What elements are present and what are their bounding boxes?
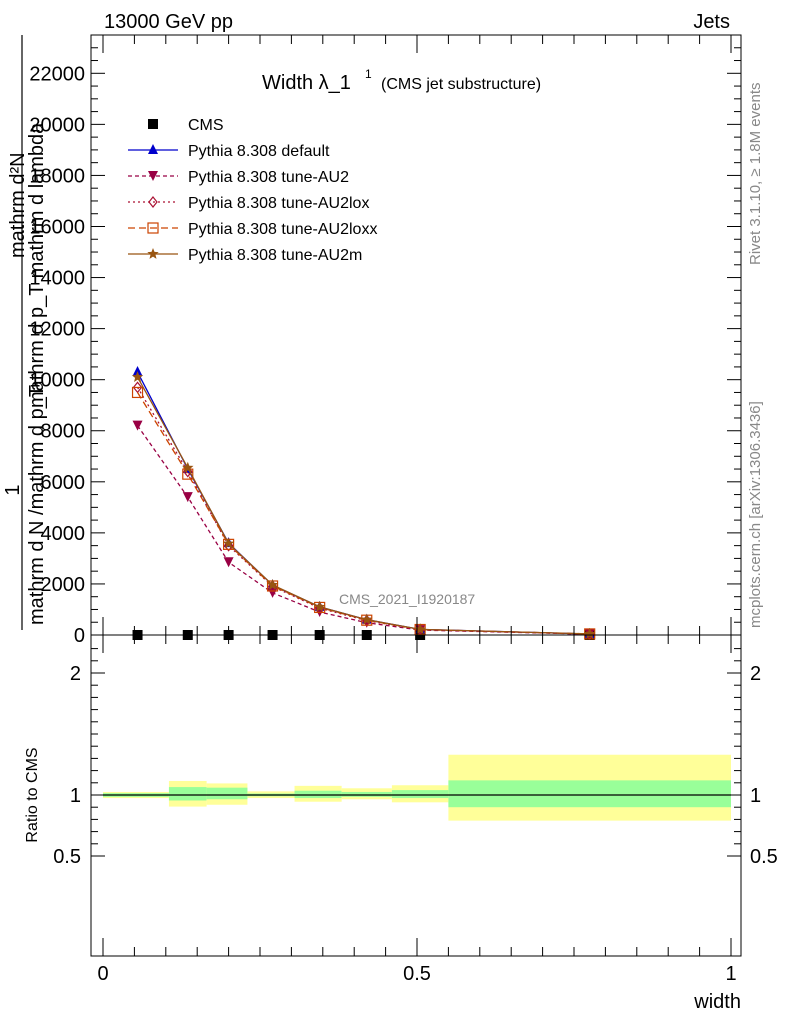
legend-entry-label: Pythia 8.308 tune-AU2lox: [188, 195, 369, 212]
legend-marker: [148, 144, 158, 154]
ratio-y-axis: 0.5 0.5 1 1 2 2: [53, 648, 778, 868]
plot-subtitle: (CMS jet substructure): [381, 76, 541, 93]
header-process: Jets: [693, 11, 730, 33]
data-point: [266, 579, 279, 590]
data-point: [182, 461, 194, 473]
ratio-y-tick-label-right: 2: [750, 663, 761, 685]
main-y-tick-label: 16000: [29, 216, 85, 238]
legend-marker: [148, 119, 158, 129]
data-point: [223, 557, 234, 568]
ratio-stat-band: [341, 791, 392, 797]
ratio-stat-band: [168, 787, 207, 801]
legend-marker: [148, 196, 158, 208]
plot-title-superscript: 1: [365, 67, 372, 81]
x-axis-label: width: [693, 991, 741, 1013]
legend: CMS Pythia 8.308 default Pythia 8.308 tune…: [128, 117, 377, 264]
main-y-tick-label: 6000: [41, 472, 86, 494]
main-x-ticks: [102, 35, 732, 635]
ratio-y-label: Ratio to CMS: [24, 747, 41, 842]
data-point: [131, 386, 144, 399]
ratio-x-tick-label: 1: [725, 963, 736, 985]
mcplots-label: mcplots.cern.ch [arXiv:1306.3436]: [747, 401, 764, 628]
ratio-stat-band: [294, 790, 342, 799]
data-point: [222, 537, 235, 549]
ratio-y-tick-label-right: 0.5: [750, 846, 778, 868]
analysis-watermark: CMS_2021_I1920187: [339, 591, 475, 607]
main-y-tick-label: 0: [74, 625, 85, 647]
data-point: [132, 381, 143, 394]
series-5: [131, 371, 596, 639]
ylabel-d2n: mathrm d²N: [7, 152, 29, 258]
data-point: [132, 366, 143, 377]
ratio-y-tick-label: 2: [70, 663, 81, 685]
ratio-y-tick-label-right: 1: [750, 785, 761, 807]
main-y-tick-label: 4000: [41, 523, 86, 545]
ratio-stat-band: [206, 787, 248, 800]
header-energy: 13000 GeV pp: [104, 11, 233, 33]
main-y-tick-label: 10000: [29, 370, 85, 392]
main-y-tick-label: 20000: [29, 114, 85, 136]
data-point: [414, 623, 426, 635]
ratio-x-axis: 0 0.5 1: [97, 635, 737, 985]
ylabel-denominator: mathrm d N /mathrm d p_T: [26, 385, 48, 625]
data-point: [131, 371, 144, 382]
ratio-x-tick-label: 0: [97, 963, 108, 985]
plot-title: Width λ_1: [262, 72, 351, 94]
ratio-y-tick-label: 1: [70, 785, 81, 807]
main-y-tick-label: 14000: [29, 268, 85, 290]
main-y-tick-label: 18000: [29, 165, 85, 187]
main-y-tick-label: 8000: [41, 421, 86, 443]
ylabel-numerator: 1: [2, 484, 24, 495]
legend-entry-label: Pythia 8.308 default: [188, 143, 330, 160]
series-line: [136, 425, 590, 635]
ratio-y-tick-label: 0.5: [53, 846, 81, 868]
main-y-tick-label: 12000: [29, 319, 85, 341]
legend-entry-label: CMS: [188, 117, 224, 134]
main-y-tick-label: 22000: [29, 63, 85, 85]
legend-marker: [148, 171, 158, 181]
main-plot-panel: 0 2000 4000 6000 8000 10000 12000 14000 16000 180…: [2, 34, 742, 647]
data-point: [132, 420, 143, 431]
legend-entry-label: Pythia 8.308 tune-AU2m: [188, 247, 362, 264]
legend-marker: [147, 222, 159, 234]
ratio-stat-band: [448, 780, 731, 808]
ratio-x-tick-label: 0.5: [403, 963, 431, 985]
data-point: [584, 627, 596, 639]
data-point: [267, 587, 278, 598]
legend-entry-label: Pythia 8.308 tune-AU2loxx: [188, 221, 377, 238]
ylabel-second-line: mathrm d p_T mathrm d lambda: [26, 122, 48, 408]
legend-entry-label: Pythia 8.308 tune-AU2: [188, 169, 349, 186]
data-point: [361, 613, 373, 625]
main-y-tick-label: 2000: [41, 574, 86, 596]
legend-marker: [147, 248, 159, 259]
ratio-plot-panel: 0.5 0.51 12 2 0 0.5 1 Ratio to CMS width: [24, 634, 778, 1013]
series-line: [136, 376, 590, 635]
data-point: [314, 600, 326, 612]
data-point: [182, 492, 193, 503]
ratio-bands: [103, 754, 731, 821]
main-y-axis: 0 2000 4000 6000 8000 10000 12000 14000 16000 180…: [29, 34, 741, 647]
rivet-version-label: Rivet 3.1.10, ≥ 1.8M events: [747, 83, 764, 266]
ratio-stat-band: [391, 790, 449, 799]
main-y-axis-label: 1 mathrm d N /mathrm d p_T mathrm d²N ma…: [2, 35, 48, 630]
